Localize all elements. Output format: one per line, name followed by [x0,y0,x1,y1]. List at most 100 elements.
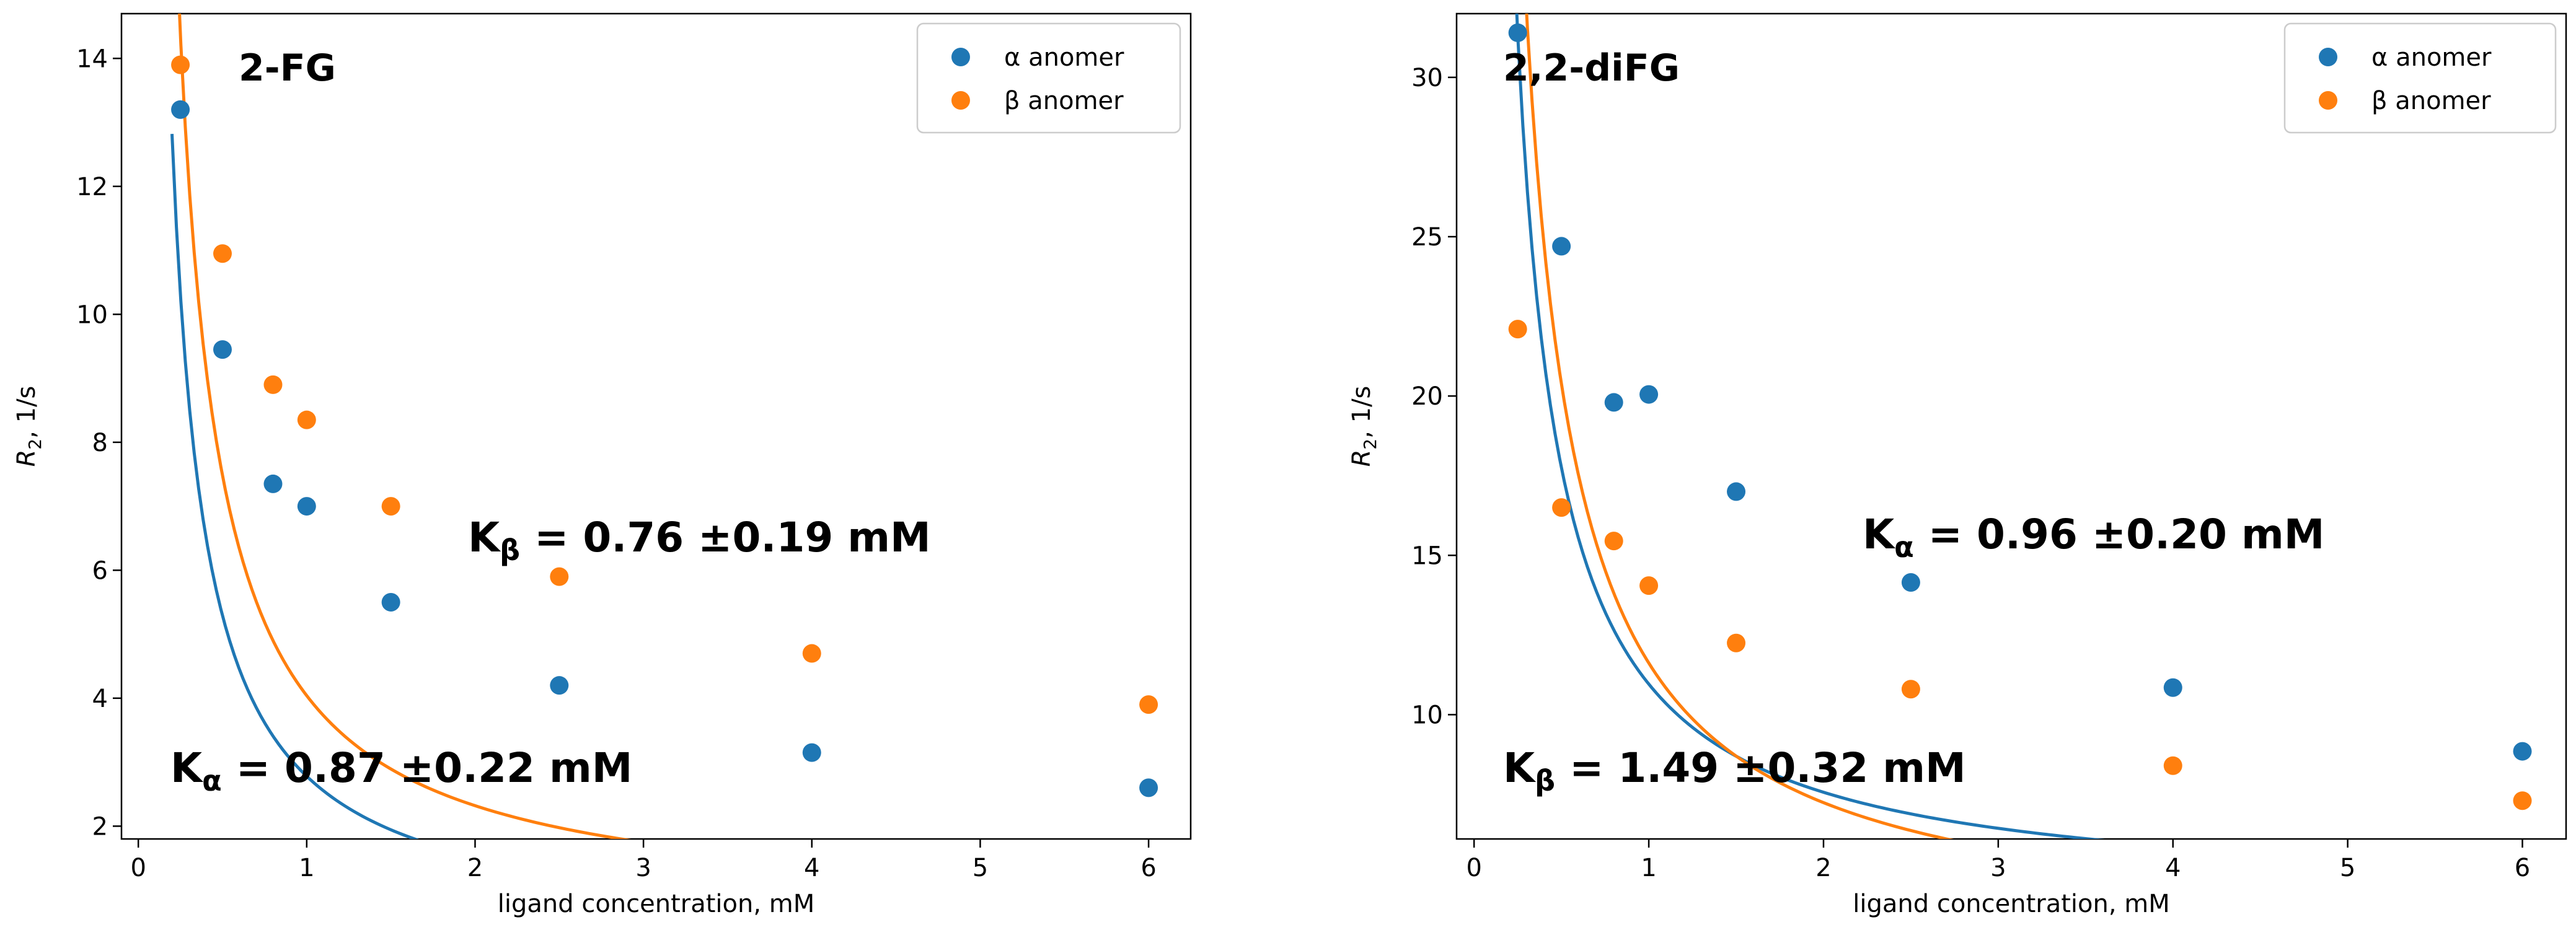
data-point-beta [1552,498,1571,517]
k-annotation-main: K [1503,744,1537,792]
x-tick-label: 4 [2165,854,2181,882]
data-point-beta [263,375,283,394]
data-point-beta [550,567,569,586]
y-tick-label: 6 [92,556,108,585]
k-annotation-sub: β [500,533,520,567]
data-point-beta [802,644,821,663]
legend-marker-beta [951,91,970,110]
x-tick-label: 4 [804,854,819,882]
data-point-beta [1508,320,1527,339]
data-point-beta [1139,695,1158,714]
k-annotation-sub: β [1535,764,1555,797]
x-axis-label: ligand concentration, mM [498,890,815,918]
panel-22difg: 0 1 2 3 4 5 6 10 15 20 25 30 ligand concentration, m… [1348,12,2567,918]
y-axis-label-sub: 2 [25,439,45,450]
data-point-alpha [171,100,190,119]
data-point-beta [2163,756,2182,775]
x-tick-label: 1 [299,854,314,882]
y-tick-label: 10 [1411,701,1443,729]
k-annotation-alpha: Kα = 0.87 ±0.22 mM [170,744,632,797]
data-point-alpha [802,743,821,762]
x-tick-label: 1 [1641,854,1656,882]
k-annotation-value: = 1.49 ±0.32 mM [1555,744,1966,792]
data-point-alpha [263,474,283,493]
k-annotation-beta: Kβ = 1.49 ±0.32 mM [1503,744,1966,797]
x-axis-label: ligand concentration, mM [1853,890,2170,918]
data-point-alpha [1727,482,1746,501]
panel-title: 2-FG [239,46,336,90]
y-axis-label-main: R [12,450,41,467]
k-annotation-sub: α [202,764,222,797]
data-point-beta [297,410,316,429]
y-tick-label: 12 [76,173,108,201]
x-tick-label: 0 [1466,854,1481,882]
legend-box [2283,22,2557,134]
data-point-alpha [2513,742,2532,761]
data-point-alpha [1552,237,1571,256]
data-point-alpha [1639,385,1659,404]
k-annotation-alpha: Kα = 0.96 ±0.20 mM [1863,511,2324,564]
data-point-beta [2513,791,2532,810]
data-point-alpha [297,497,316,516]
k-annotation-main: K [1863,511,1896,558]
legend: α anomer β anomer [916,22,1181,134]
legend-box [916,22,1181,134]
x-tick-label: 5 [973,854,988,882]
fit-curve-alpha [1515,14,2105,839]
x-tick-label: 0 [130,854,146,882]
data-point-alpha [550,676,569,695]
legend-label-alpha: α anomer [1004,43,1124,72]
x-tick-label: 6 [2515,854,2530,882]
data-point-beta [1727,633,1746,652]
data-point-alpha [1139,778,1158,797]
y-tick-label: 25 [1411,223,1443,252]
panel-title: 2,2-diFG [1503,46,1680,90]
x-tick-label: 3 [1990,854,2006,882]
data-point-beta [381,497,400,516]
y-tick-label: 14 [76,45,108,73]
y-tick-label: 2 [92,812,108,841]
k-annotation-beta: Kβ = 0.76 ±0.19 mM [468,514,931,567]
k-annotation-main: K [170,744,204,792]
x-tick-label: 5 [2340,854,2355,882]
y-tick-label: 20 [1411,382,1443,411]
fit-curve-alpha [170,134,420,839]
y-tick-label: 30 [1411,64,1443,92]
y-tick-label: 4 [92,685,108,713]
data-point-alpha [1604,393,1623,412]
x-tick-label: 6 [1140,854,1156,882]
legend-marker-beta [2319,91,2337,110]
y-tick-label: 10 [76,301,108,329]
k-annotation-value: = 0.96 ±0.20 mM [1914,511,2325,558]
legend-label-alpha: α anomer [2371,43,2492,72]
y-axis-label: R2, 1/s [1348,386,1380,467]
data-point-beta [213,244,232,263]
data-point-beta [171,55,190,74]
data-point-alpha [1508,23,1527,42]
plot-frame [1455,12,2567,840]
x-tick-label: 2 [467,854,483,882]
data-point-alpha [2163,678,2182,697]
y-axis-label-tail: , 1/s [12,386,41,439]
data-point-beta [1901,680,1920,699]
data-point-beta [1604,532,1623,551]
legend-label-beta: β anomer [2371,87,2491,115]
x-tick-label: 3 [635,854,651,882]
k-annotation-value: = 0.76 ±0.19 mM [520,514,931,561]
legend-marker-alpha [2319,48,2337,66]
y-tick-label: 15 [1411,542,1443,570]
k-annotation-value: = 0.87 ±0.22 mM [222,744,633,792]
data-point-alpha [213,340,232,359]
k-annotation-sub: α [1894,530,1914,564]
data-point-beta [1639,576,1659,595]
x-tick-label: 2 [1815,854,1831,882]
fit-curve-beta [1525,14,1954,839]
y-tick-label: 8 [92,429,108,457]
data-point-alpha [1901,573,1920,592]
y-axis-label: R2, 1/s [12,386,45,467]
y-axis-label-sub: 2 [1360,439,1380,450]
data-point-alpha [381,592,400,612]
y-axis-label-tail: , 1/s [1348,386,1376,439]
